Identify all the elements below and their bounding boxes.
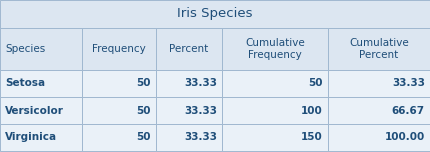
Text: 33.33: 33.33 [184, 105, 217, 116]
Bar [222, 70, 328, 97]
Bar [156, 28, 222, 70]
Text: 150: 150 [301, 133, 323, 143]
Text: Species: Species [5, 44, 45, 54]
Text: Virginica: Virginica [5, 133, 57, 143]
Bar [328, 124, 430, 151]
Bar [82, 124, 156, 151]
Bar [156, 124, 222, 151]
Bar [328, 70, 430, 97]
Bar [0, 0, 430, 28]
Bar [0, 70, 82, 97]
Bar [156, 70, 222, 97]
Text: Percent: Percent [169, 44, 209, 54]
Text: Cumulative
Percent: Cumulative Percent [349, 38, 409, 60]
Bar [82, 28, 156, 70]
Text: 100.00: 100.00 [385, 133, 425, 143]
Text: 33.33: 33.33 [184, 133, 217, 143]
Text: Iris Species: Iris Species [177, 7, 253, 21]
Bar [328, 28, 430, 70]
Bar [0, 97, 82, 124]
Text: 66.67: 66.67 [392, 105, 425, 116]
Text: 50: 50 [136, 78, 151, 88]
Text: 100: 100 [301, 105, 323, 116]
Text: 50: 50 [308, 78, 323, 88]
Text: Cumulative
Frequency: Cumulative Frequency [245, 38, 305, 60]
Bar [0, 124, 82, 151]
Bar [222, 124, 328, 151]
Text: 50: 50 [136, 105, 151, 116]
Text: Versicolor: Versicolor [5, 105, 64, 116]
Text: Frequency: Frequency [92, 44, 146, 54]
Bar [82, 97, 156, 124]
Bar [0, 28, 82, 70]
Bar [222, 97, 328, 124]
Text: 33.33: 33.33 [184, 78, 217, 88]
Bar [222, 28, 328, 70]
Bar [82, 70, 156, 97]
Text: 50: 50 [136, 133, 151, 143]
Bar [328, 97, 430, 124]
Bar [156, 97, 222, 124]
Text: Setosa: Setosa [5, 78, 45, 88]
Text: 33.33: 33.33 [392, 78, 425, 88]
